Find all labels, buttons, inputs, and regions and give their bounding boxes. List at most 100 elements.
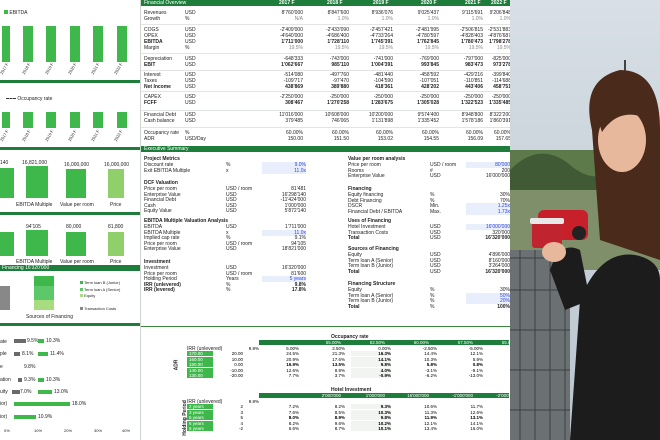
sens-row-head-bg [187,415,213,421]
spreadsheet: Financial Overview 2017 F 2018 F 2019 F … [140,0,517,440]
sens-small: 9.5% [27,338,39,344]
sens-col-head: -2'000'000 [496,393,517,398]
row-separator [141,127,511,128]
row-label: Financial Debt [144,112,176,118]
row-value: 985'110 [331,62,349,68]
sens-row-head: 140.00 [189,367,203,373]
sens-row-mid: -2 [238,426,243,432]
row-label: FCFF [144,100,157,106]
row-unit: % [185,45,190,51]
sens-cell: 8.7% [334,426,345,432]
row-label: Taxes [144,78,158,84]
ev-bar [108,232,124,256]
row-value: 19.5% [378,45,393,51]
row-unit: USD [185,78,196,84]
row-value: -4'640'000 [279,33,303,39]
row-unit: % [185,16,190,22]
field-unit: USD [226,224,237,230]
row-value: -4'733'264 [369,33,393,39]
sens-value: 18.0% [72,401,87,407]
field-value: 1'000'000 [284,202,306,209]
row-value: 150.00 [287,136,303,142]
bar-label: EBITDA Multiple [16,259,53,265]
section-divider [141,326,511,327]
field-label: Financial Debt / EBITDA [348,208,403,215]
sens-row-head-bg [187,362,213,368]
section-divider [0,80,140,83]
sens-row-head: 160.00 [189,356,203,362]
row-value: -825'000 [491,56,511,62]
row-label: Revenues [144,10,167,16]
sens-cell: 10.3% [424,356,437,362]
field-value: 16'000'000 [466,224,510,230]
row-value: 389'880 [331,84,349,90]
uses-bar [0,286,10,310]
sens-col-head: 16'000'000 [407,393,429,398]
row-value: -250'000 [373,94,393,100]
year-label: 2017 F [0,128,10,143]
field-label: Equity [348,287,362,293]
row-separator [141,110,511,111]
occupancy-legend: Occupancy rate [6,96,52,102]
sens-cell: -6.2% [425,373,437,379]
field-value: 1.25x [466,203,510,209]
row-value: 8'760'000 [281,10,303,16]
financial-overview-header: Financial Overview [141,0,511,6]
field-label: Equity financing [348,192,384,198]
financing-header: Financing 16'320'000 [0,265,140,271]
sens-cell: 7.6% [288,409,299,415]
sens-irr-value: 9.8% [248,346,259,351]
sens-irr-label: IRR (unlevered) [187,346,223,352]
sens-col-head: 57.50% [457,340,473,345]
field-unit: USD [430,224,441,230]
sens-cell: 11.3% [424,409,437,415]
row-unit: USD [185,100,196,106]
sens-cell: 11.7% [470,404,483,409]
field-value: 30% [499,287,510,293]
year-label: 2017 F [0,61,10,76]
legend-line [6,98,16,100]
sens-cell: 8.0% [288,415,299,421]
sens-cell: 9.8% [351,415,391,421]
field-label: IRR (levered) [144,287,175,293]
row-unit: % [185,130,190,136]
sens-top-cell: -2.50% [422,346,437,351]
sens-bar [38,339,44,343]
section-title: Uses of Financing [348,218,392,224]
occupancy-bar [23,112,33,128]
field-value: 16'320'000 [281,265,306,271]
row-unit: USD [185,27,196,33]
row-value: 10'200'000 [368,112,393,118]
bar-value: 16,000,000 [104,162,130,168]
year-col: 2022 F [491,0,507,6]
sens-col-head: -1'000'000 [452,393,473,398]
sens-cell: 10.1% [351,426,391,432]
row-value: 151.50 [333,136,349,142]
field-label: Enterprise Value [144,191,181,198]
valuation-bar [108,169,124,198]
row-value: -107'051 [419,78,439,84]
row-value: 157.65 [495,136,511,142]
field-value: 9.0% [262,162,306,168]
bar-value: 140 [0,160,9,166]
sens-col-head: 1'000'000 [365,393,385,398]
valuation-bar [26,166,48,198]
row-unit: USD [185,39,196,45]
row-value: 1'335'485 [489,100,511,106]
sens-value: 10.3% [46,377,61,383]
sens-irr-label: IRR (unlevered) [187,399,223,405]
sens-cell: 20.9% [286,356,299,362]
sens-top-cell: 2.50% [332,346,345,351]
sens-col-head: 62.50% [369,340,385,345]
field-value: 16'298'140 [281,191,306,198]
field-value: 80'000 [466,162,510,168]
row-value: 1'711'000 [281,39,303,45]
sens-row-label: ior) [0,401,8,407]
sens-row-head: 170.00 [189,351,203,356]
sens-cell: 16.3% [351,351,391,356]
sources-label: Sources of Financing [26,314,73,320]
sens-row-label: uity [0,389,8,395]
bar-label: Value per room [60,202,94,208]
row-value: 156.09 [467,136,483,142]
sens-row-mid: 2 [240,404,243,409]
